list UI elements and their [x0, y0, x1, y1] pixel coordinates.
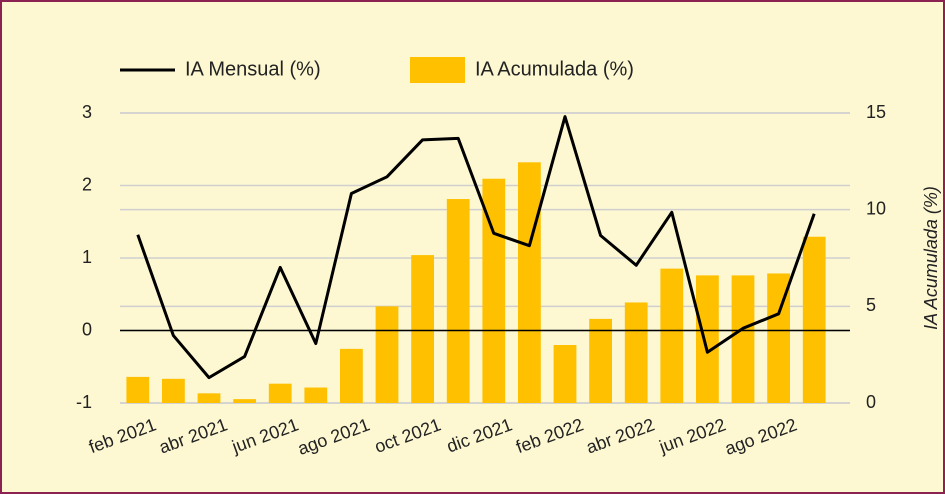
y2-tick-label: 15	[866, 102, 886, 122]
bar	[304, 387, 328, 403]
y-tick-label: 2	[82, 174, 92, 194]
bar	[233, 399, 256, 403]
bar	[340, 348, 363, 403]
y2-tick-label: 5	[866, 295, 876, 315]
legend-swatch	[410, 57, 465, 83]
y2-tick-label: 0	[866, 392, 876, 412]
bar	[446, 199, 470, 403]
y2-axis-label: IA Acumulada (%)	[921, 186, 941, 330]
bar	[411, 255, 434, 403]
bar	[660, 268, 684, 403]
bar	[375, 306, 399, 403]
y-tick-label: -1	[76, 392, 92, 412]
bar	[126, 376, 150, 403]
bar	[589, 318, 612, 403]
y-tick-label: 3	[82, 102, 92, 122]
bar	[696, 275, 719, 403]
bar	[553, 345, 577, 403]
legend-label: IA Acumulada (%)	[475, 58, 634, 80]
bar	[197, 393, 221, 403]
y2-tick-label: 10	[866, 198, 886, 218]
y-tick-label: 1	[82, 247, 92, 267]
legend-label: IA Mensual (%)	[185, 58, 321, 80]
line	[136, 115, 816, 380]
bar	[802, 236, 826, 403]
y-tick-label: 0	[82, 319, 92, 339]
bar	[518, 162, 541, 403]
bar	[767, 273, 790, 403]
bar	[731, 275, 755, 403]
bar	[624, 302, 648, 403]
bar	[162, 378, 185, 403]
bar	[268, 383, 292, 403]
